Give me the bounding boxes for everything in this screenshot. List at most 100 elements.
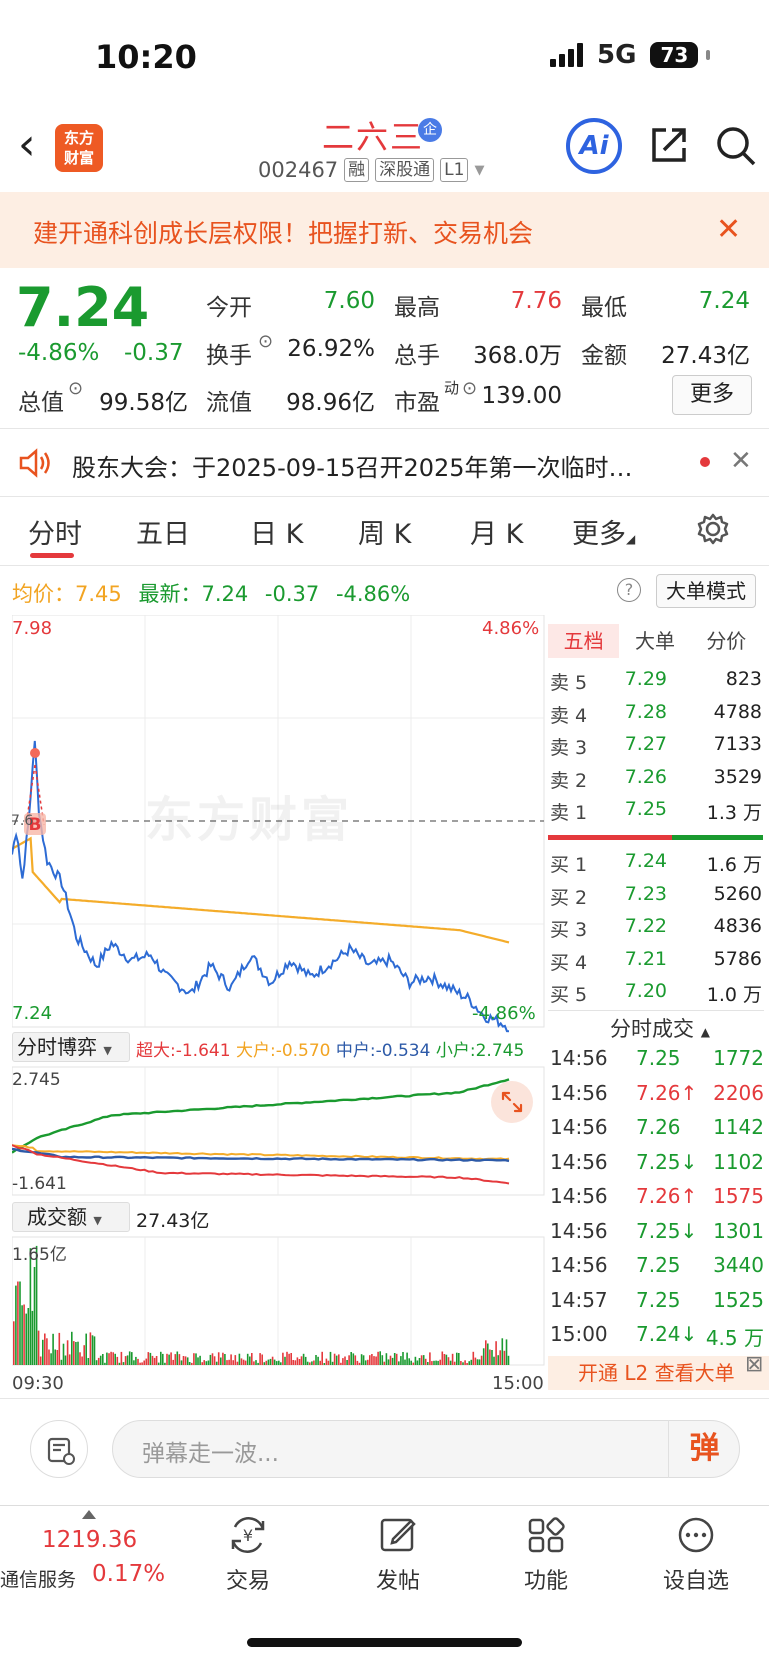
volume-bar	[191, 1362, 193, 1365]
big-order-mode-button[interactable]: 大单模式	[656, 574, 756, 608]
nav-add-watchlist[interactable]: 设自选	[646, 1515, 746, 1595]
volume-bar	[54, 1349, 56, 1365]
volume-bar	[286, 1351, 288, 1365]
tab-big-order[interactable]: 大单	[634, 629, 675, 653]
ai-button[interactable]: Ai	[566, 118, 622, 174]
depth-tabs[interactable]: 五档 大单 分价	[548, 624, 762, 658]
open-l2-button[interactable]: 开通 L2 查看大单	[548, 1356, 769, 1390]
volume-bar	[141, 1362, 143, 1365]
price-info-line: 均价：7.45 最新：7.24 -0.37 -4.86%	[12, 582, 411, 606]
volume-bar	[68, 1354, 71, 1365]
bid-row[interactable]: 买 4 7.21 5786	[550, 947, 762, 974]
volume-bar	[23, 1304, 25, 1365]
volume-bar	[19, 1281, 21, 1365]
ask-row[interactable]: 卖 1 7.25 1.3 万	[550, 798, 762, 824]
index-pct[interactable]: 0.17%	[92, 1561, 166, 1587]
volume-bar	[131, 1352, 133, 1365]
intraday-chart[interactable]: B 7.6	[12, 615, 545, 1395]
bid-row[interactable]: 买 2 7.23 5260	[550, 882, 762, 909]
info-icon[interactable]: ⊙	[68, 378, 84, 399]
speaker-icon	[18, 448, 54, 482]
index-value[interactable]: 1219.36	[42, 1527, 138, 1553]
search-icon[interactable]	[714, 124, 758, 172]
volume-bar	[143, 1360, 145, 1365]
volume-bar	[203, 1360, 205, 1365]
nav-post[interactable]: 发帖	[348, 1515, 448, 1595]
game-selector[interactable]: 分时博弈 ▼	[12, 1032, 130, 1062]
volume-bar	[495, 1341, 497, 1365]
info-icon[interactable]: ⊙	[258, 331, 274, 352]
volume-bar	[335, 1355, 338, 1365]
index-name[interactable]: 通信服务	[0, 1569, 77, 1591]
ticks-header[interactable]: 分时成交 ▲	[610, 1017, 710, 1041]
volume-bar	[375, 1356, 377, 1365]
volume-bar	[166, 1353, 168, 1365]
close-icon[interactable]: ✕	[716, 212, 742, 247]
bid-row[interactable]: 买 5 7.20 1.0 万	[550, 980, 762, 1006]
tab-daily-k[interactable]: 日 K	[250, 519, 304, 550]
volume-bar	[228, 1359, 230, 1365]
volume-bar	[17, 1281, 19, 1365]
volume-bar	[472, 1351, 475, 1365]
volume-bar	[118, 1362, 121, 1365]
volume-bar	[398, 1361, 400, 1365]
danmu-placeholder[interactable]: 弹幕走一波...	[142, 1441, 279, 1467]
volume-bar	[209, 1354, 212, 1365]
volume-bar	[449, 1360, 452, 1365]
back-icon[interactable]: ‹	[18, 119, 36, 170]
promo-banner-text[interactable]: 建开通科创成长层权限！把握打新、交易机会	[33, 219, 534, 248]
volume-bar	[323, 1363, 326, 1365]
tag-level: L1	[440, 158, 469, 182]
volume-bar	[338, 1354, 340, 1365]
info-icon[interactable]: ⊙	[462, 378, 478, 399]
help-icon[interactable]: ?	[617, 578, 641, 602]
tab-price-dist[interactable]: 分价	[706, 629, 747, 653]
volume-bar	[391, 1357, 394, 1365]
tab-intraday[interactable]: 分时	[28, 519, 82, 550]
tab-five-day[interactable]: 五日	[136, 519, 190, 550]
tab-monthly-k[interactable]: 月 K	[470, 519, 524, 550]
notice-text[interactable]: 股东大会：于2025-09-15召开2025年第一次临时…	[72, 454, 633, 482]
danmu-send-button[interactable]: 弹	[668, 1420, 740, 1478]
change-amount: -0.37	[124, 340, 184, 366]
tab-weekly-k[interactable]: 周 K	[358, 519, 412, 550]
volume-bar	[160, 1351, 162, 1365]
expand-up-icon[interactable]	[82, 1510, 96, 1519]
stock-code-row[interactable]: 002467 融 深股通 L1 ▼	[258, 158, 484, 182]
chart-top-pct: 4.86%	[482, 618, 540, 639]
bid-row[interactable]: 买 1 7.24 1.6 万	[550, 850, 762, 876]
volume-bar	[217, 1352, 220, 1365]
danmu-input[interactable]	[112, 1420, 740, 1478]
volume-bar	[373, 1356, 375, 1365]
ask-row[interactable]: 卖 3 7.27 7133	[550, 733, 762, 759]
tab-more[interactable]: 更多◢	[572, 519, 636, 550]
share-icon[interactable]	[648, 124, 690, 170]
bid-row[interactable]: 买 3 7.22 4836	[550, 915, 762, 941]
volume-bar	[50, 1353, 52, 1365]
ask-row[interactable]: 卖 2 7.26 3529	[550, 765, 762, 792]
home-indicator[interactable]	[247, 1638, 522, 1647]
volume-bar	[412, 1362, 415, 1365]
volume-bar	[383, 1361, 386, 1365]
low-label: 最低	[581, 295, 627, 321]
volume-bar	[174, 1354, 177, 1365]
close-icon[interactable]: ⊠	[745, 1352, 764, 1377]
volume-bar	[162, 1353, 164, 1365]
ask-row[interactable]: 卖 5 7.29 823	[550, 668, 762, 694]
danmu-settings-icon[interactable]	[30, 1420, 88, 1478]
gear-icon[interactable]	[696, 512, 730, 550]
tab-five-level[interactable]: 五档	[548, 624, 620, 658]
volume-bar	[66, 1340, 69, 1365]
volume-bar	[62, 1343, 65, 1365]
volume-bar	[265, 1360, 268, 1365]
volume-bar	[213, 1356, 216, 1365]
nav-function[interactable]: 功能	[496, 1515, 596, 1595]
promo-banner[interactable]	[0, 192, 769, 268]
more-button[interactable]: 更多	[672, 375, 752, 415]
nav-trade[interactable]: ¥ 交易	[198, 1515, 298, 1595]
volume-bar	[157, 1362, 160, 1365]
volume-selector[interactable]: 成交额 ▼	[12, 1202, 130, 1232]
close-icon[interactable]: ✕	[730, 446, 752, 476]
volume-bar	[348, 1355, 350, 1365]
ask-row[interactable]: 卖 4 7.28 4788	[550, 700, 762, 727]
